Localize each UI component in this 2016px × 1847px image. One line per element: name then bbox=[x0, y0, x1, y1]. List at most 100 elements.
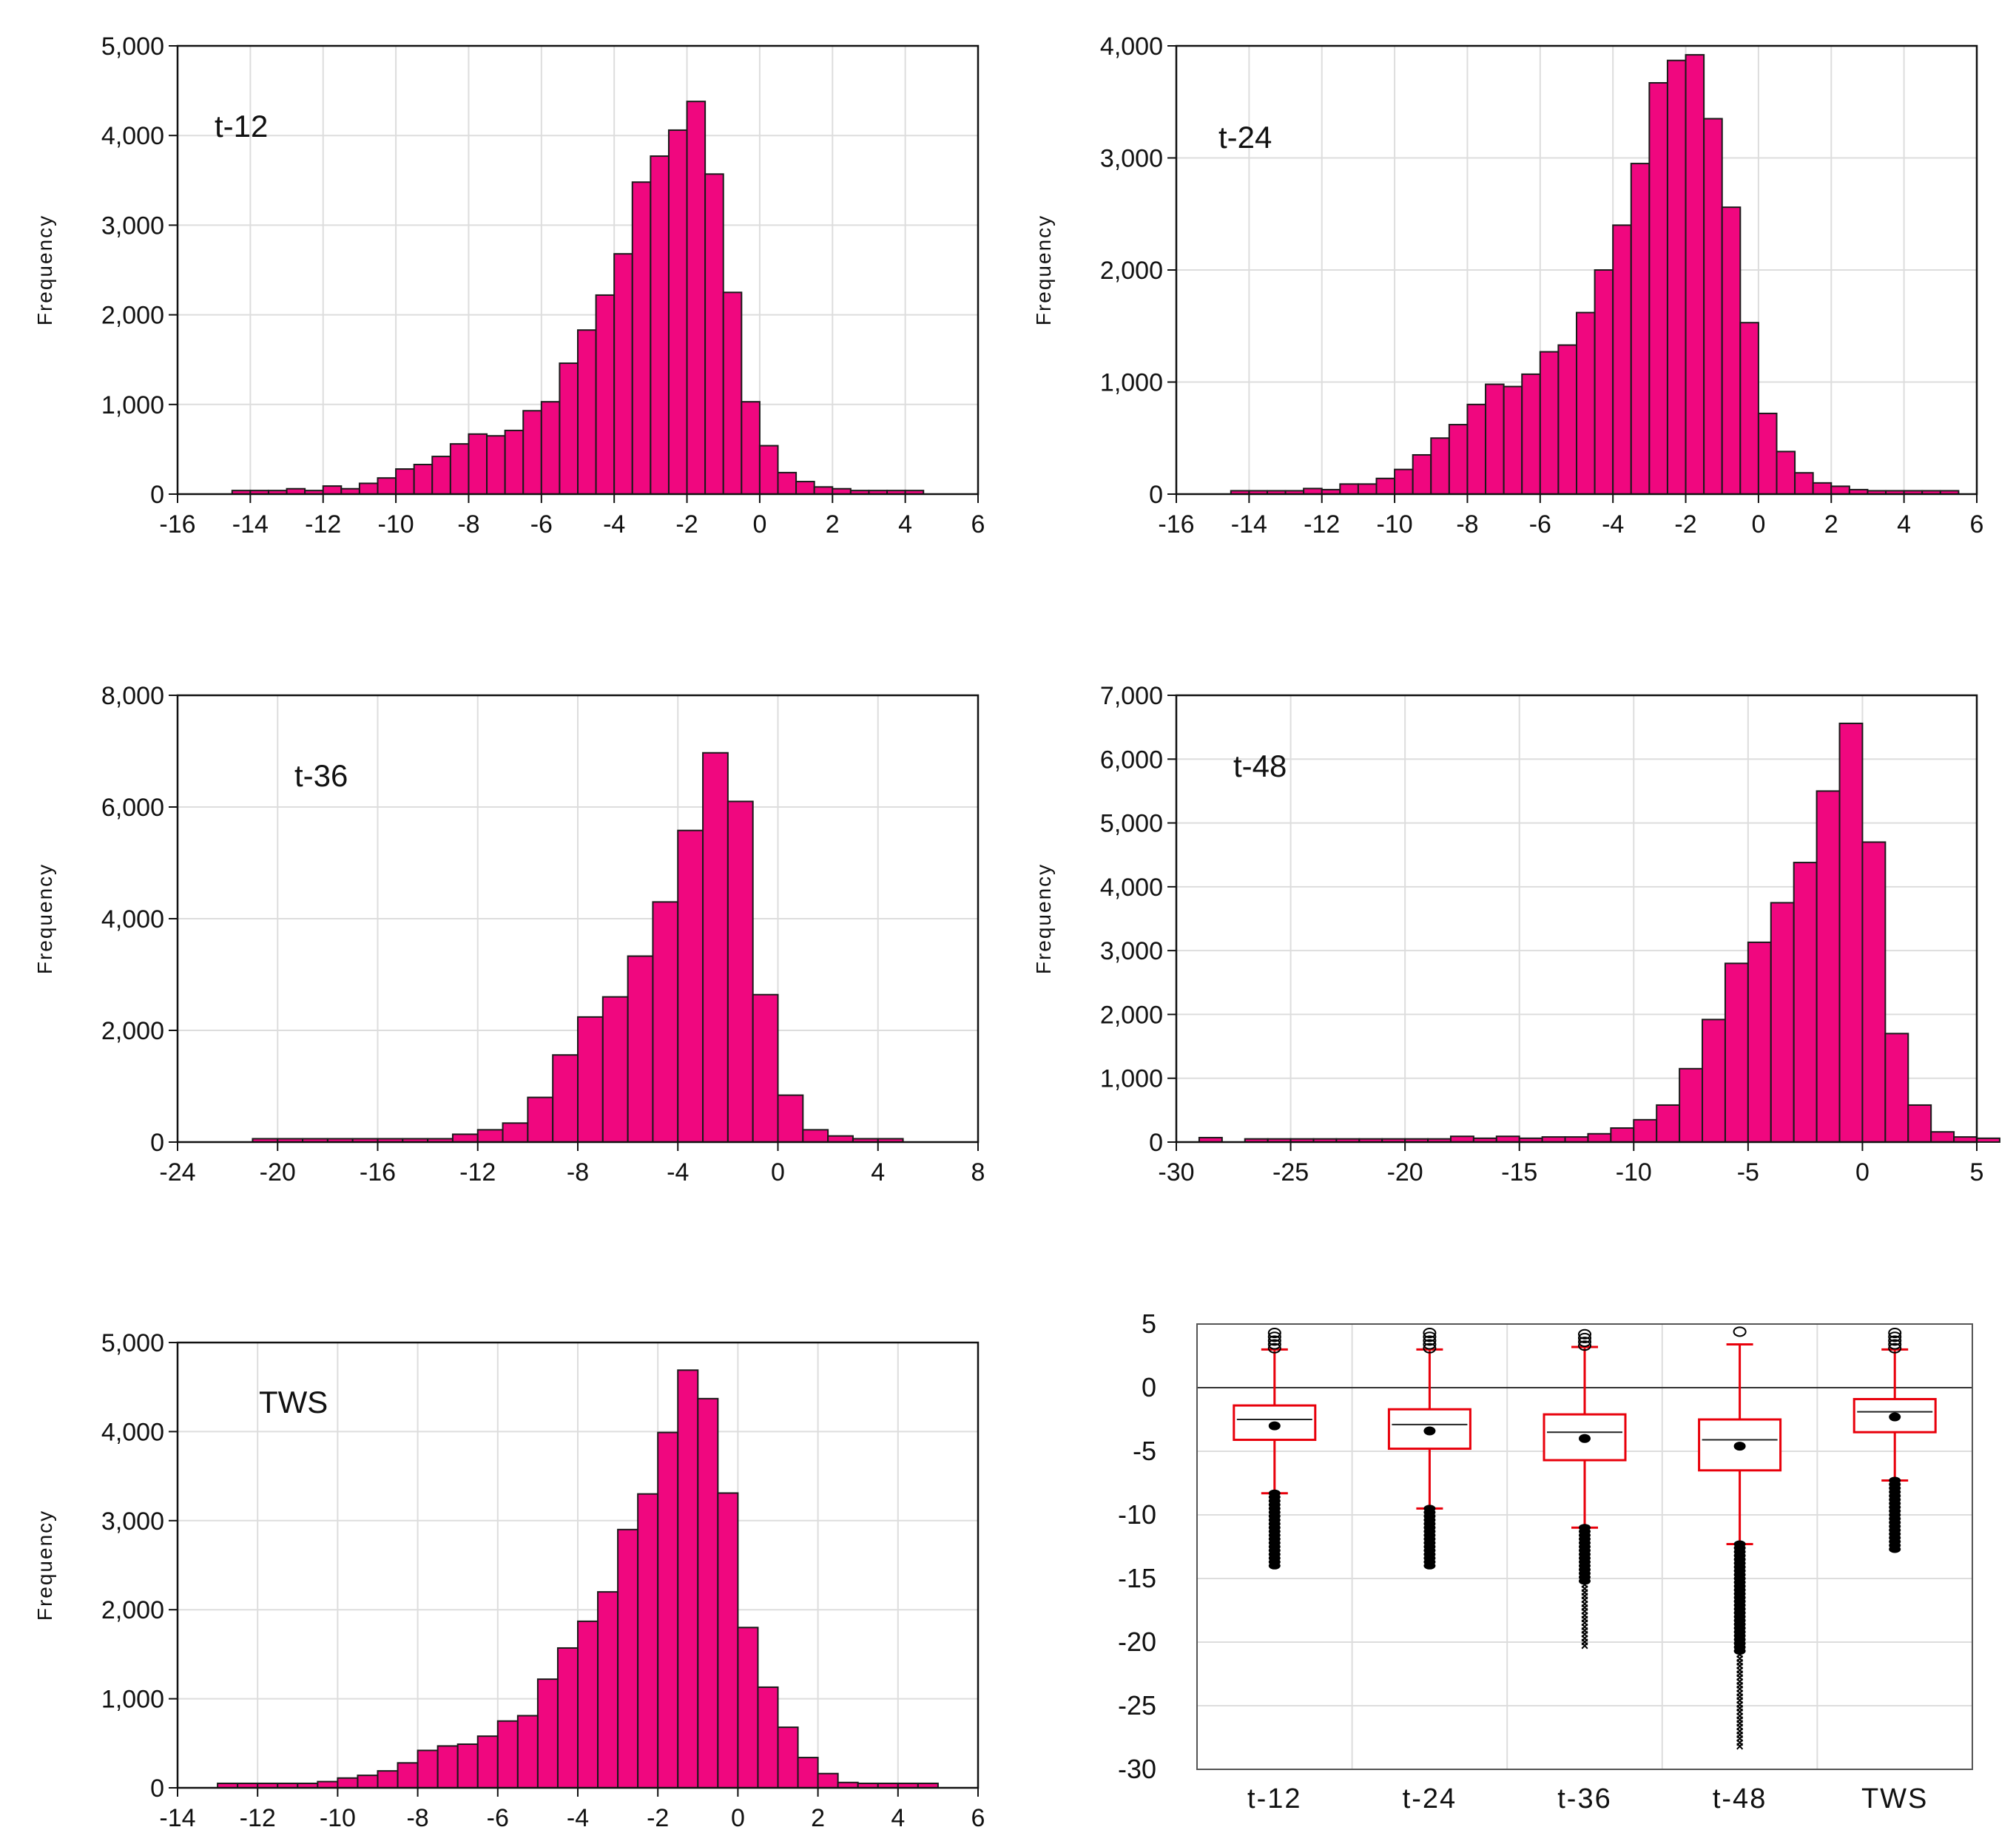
x-tick-label: -8 bbox=[567, 1158, 589, 1186]
x-tick-label: -14 bbox=[232, 510, 269, 538]
histogram-t48: -30 -25 -20 -15 -10 -5 0 5 0 1,000 2,000 3,000 4,000… bbox=[1032, 682, 2000, 1186]
outlier-marker: × bbox=[1736, 1686, 1744, 1701]
histogram-bar bbox=[451, 1133, 479, 1144]
mean-marker bbox=[1889, 1412, 1901, 1422]
outlier-marker bbox=[1578, 1332, 1591, 1343]
y-tick-label: 6,000 bbox=[1100, 746, 1163, 774]
outlier-marker: × bbox=[1581, 1589, 1589, 1604]
outlier-marker: × bbox=[1581, 1635, 1589, 1650]
x-tick-label: -20 bbox=[260, 1158, 296, 1186]
x-category-label: t-24 bbox=[1403, 1783, 1457, 1814]
x-tick-label: -6 bbox=[530, 510, 553, 538]
x-tick-label: -12 bbox=[305, 510, 341, 538]
y-tick-label: 4,000 bbox=[101, 905, 164, 933]
histogram-bar bbox=[1412, 453, 1432, 495]
y-tick-label: -20 bbox=[1118, 1627, 1156, 1657]
histogram-bar bbox=[1656, 1104, 1681, 1144]
histogram-bar bbox=[377, 1770, 399, 1789]
histogram-bar bbox=[536, 1678, 559, 1789]
histogram-bar bbox=[752, 993, 779, 1144]
histogram-bar bbox=[1724, 962, 1749, 1144]
x-tick-label: -12 bbox=[1304, 510, 1340, 538]
histogram-bar bbox=[1430, 437, 1450, 495]
histogram-bar bbox=[527, 1096, 554, 1143]
histogram-bar bbox=[502, 1122, 529, 1143]
outlier-marker bbox=[1423, 1335, 1437, 1346]
x-tick-label: -16 bbox=[159, 510, 195, 538]
outlier-marker bbox=[1423, 1561, 1436, 1570]
histogram-bar bbox=[757, 1686, 779, 1789]
x-tick-label: 0 bbox=[731, 1804, 745, 1832]
outlier-marker bbox=[1578, 1337, 1591, 1348]
y-tick-label: 5,000 bbox=[101, 33, 164, 61]
x-tick-label: 4 bbox=[898, 510, 912, 538]
y-tick-label: 6,000 bbox=[101, 794, 164, 822]
x-tick-label: -6 bbox=[1529, 510, 1551, 538]
histogram-bar bbox=[1739, 322, 1759, 495]
outlier-marker: × bbox=[1581, 1627, 1589, 1642]
outlier-marker: × bbox=[1736, 1723, 1744, 1738]
histogram-bar bbox=[1576, 311, 1596, 495]
histogram-bar bbox=[577, 329, 597, 496]
y-tick-label: 5 bbox=[1142, 1309, 1156, 1339]
x-tick-label: 0 bbox=[752, 510, 766, 538]
histogram-bar bbox=[397, 1762, 419, 1789]
outlier-marker: × bbox=[1736, 1647, 1744, 1662]
mean-marker bbox=[1733, 1442, 1746, 1451]
x-tick-label: -20 bbox=[1387, 1158, 1423, 1186]
outlier-marker: × bbox=[1581, 1638, 1589, 1653]
outlier-marker: × bbox=[1581, 1585, 1589, 1600]
histogram-bar bbox=[1448, 424, 1469, 496]
y-tick-label: 5,000 bbox=[1100, 810, 1163, 838]
y-tick-label: 5,000 bbox=[101, 1329, 164, 1357]
histogram-bar bbox=[1884, 1033, 1909, 1144]
y-tick-label: 4,000 bbox=[101, 1418, 164, 1446]
x-tick-label: -8 bbox=[406, 1804, 428, 1832]
histogram-t12: -16 -14 -12 -10 -8 -6 -4 -2 0 2 4 6 0 1,000 2,000 3,000… bbox=[33, 33, 985, 538]
outlier-marker: × bbox=[1736, 1739, 1744, 1754]
outlier-marker: × bbox=[1736, 1678, 1744, 1692]
outlier-marker bbox=[1579, 1577, 1591, 1585]
outlier-marker: × bbox=[1581, 1615, 1589, 1630]
y-tick-label: 0 bbox=[1149, 1129, 1163, 1157]
outlier-marker: × bbox=[1736, 1735, 1744, 1750]
histogram-t24: -16 -14 -12 -10 -8 -6 -4 -2 0 2 4 6 0 1,000 2,000 3,000… bbox=[1032, 33, 1983, 538]
y-tick-label: -10 bbox=[1118, 1499, 1156, 1530]
y-tick-label: 0 bbox=[150, 481, 164, 509]
histogram-bar bbox=[1793, 862, 1818, 1144]
histogram-bar bbox=[1830, 485, 1850, 496]
y-axis-label: Frequency bbox=[33, 215, 56, 325]
x-tick-label: 4 bbox=[891, 1804, 905, 1832]
x-tick-label: 0 bbox=[1751, 510, 1765, 538]
histogram-bar bbox=[540, 401, 561, 495]
histogram-bar bbox=[337, 1777, 359, 1789]
y-tick-label: 0 bbox=[150, 1129, 164, 1157]
outlier-marker: × bbox=[1736, 1689, 1744, 1704]
histogram-bar bbox=[697, 1397, 719, 1789]
histogram-bar bbox=[413, 464, 434, 496]
x-tick-label: -10 bbox=[1616, 1158, 1652, 1186]
histogram-bar bbox=[817, 1772, 839, 1789]
y-tick-label: -5 bbox=[1133, 1436, 1156, 1466]
outlier-marker: × bbox=[1736, 1720, 1744, 1735]
outlier-marker: × bbox=[1736, 1682, 1744, 1697]
outlier-marker bbox=[1578, 1340, 1591, 1351]
y-tick-label: 0 bbox=[150, 1775, 164, 1803]
outlier-marker: × bbox=[1736, 1697, 1744, 1712]
outlier-marker: × bbox=[1736, 1701, 1744, 1715]
histogram-bar bbox=[1594, 269, 1614, 495]
plot-frame bbox=[1196, 1323, 1973, 1770]
x-tick-label: 0 bbox=[1855, 1158, 1870, 1186]
y-tick-label: 1,000 bbox=[1100, 369, 1163, 397]
histogram-bar bbox=[496, 1720, 519, 1789]
x-tick-label: -4 bbox=[567, 1804, 589, 1832]
histogram-bar bbox=[795, 481, 815, 495]
histogram-bar bbox=[1485, 383, 1505, 496]
x-tick-label: 4 bbox=[1897, 510, 1911, 538]
outlier-marker bbox=[1889, 1545, 1901, 1553]
histogram-bar bbox=[1521, 373, 1541, 495]
y-axis-label: Frequency bbox=[33, 863, 56, 974]
outlier-marker: × bbox=[1736, 1712, 1744, 1727]
x-tick-label: -2 bbox=[675, 510, 698, 538]
plot-frame bbox=[1175, 694, 1978, 1144]
